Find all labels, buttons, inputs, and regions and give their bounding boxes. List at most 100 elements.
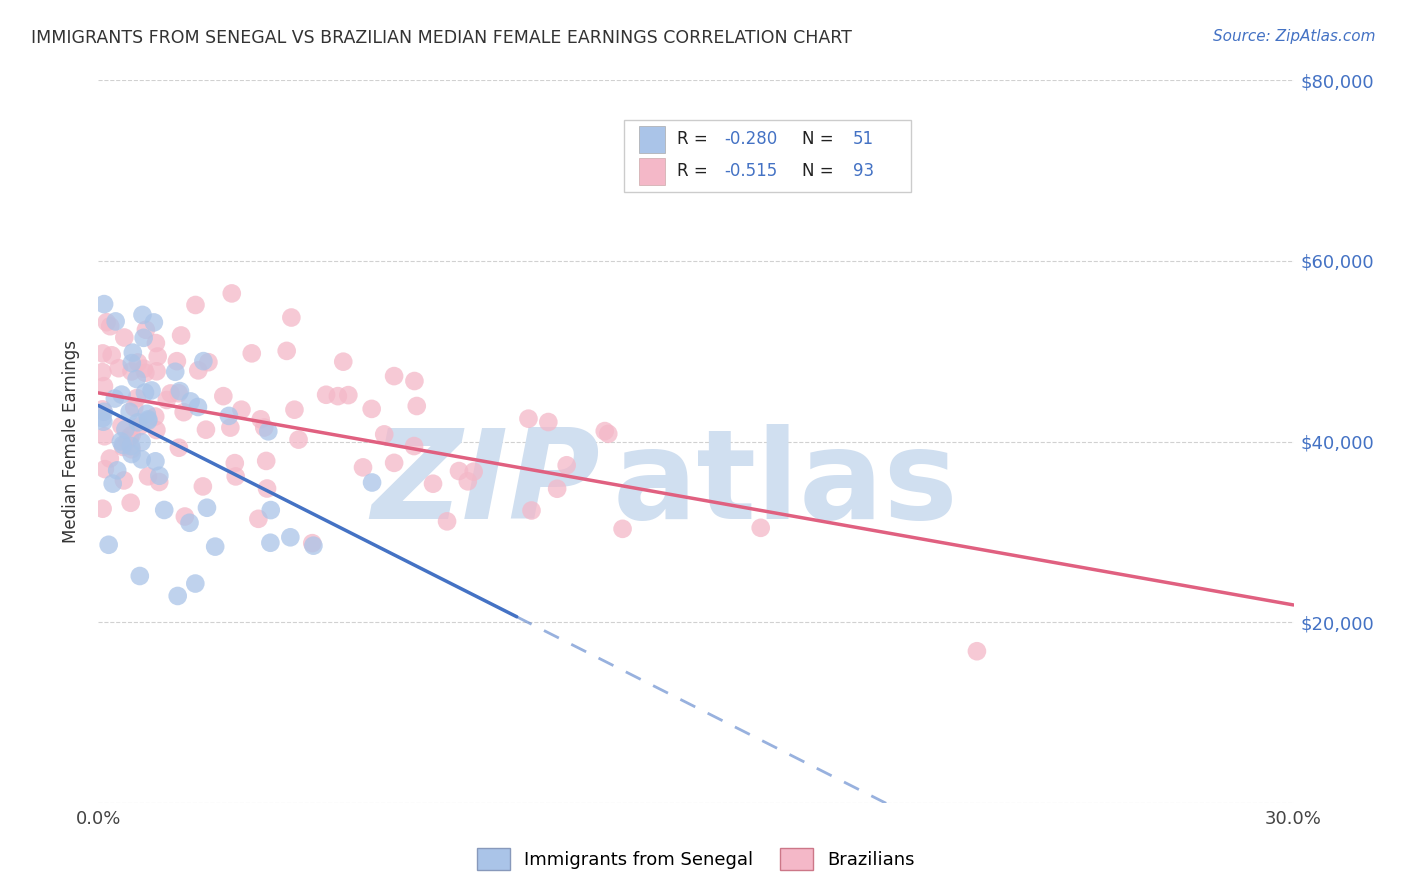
- Point: [253, 420, 276, 434]
- Point: [131, 308, 153, 322]
- Point: [131, 435, 153, 450]
- Point: [134, 385, 156, 400]
- Point: [142, 315, 165, 329]
- Point: [93, 379, 115, 393]
- Point: [256, 482, 278, 496]
- Point: [128, 419, 150, 434]
- Text: N =: N =: [803, 130, 839, 148]
- Point: [204, 540, 226, 554]
- Point: [382, 369, 405, 384]
- Point: [97, 538, 120, 552]
- Point: [187, 363, 209, 377]
- Point: [125, 372, 148, 386]
- Point: [254, 454, 277, 468]
- Point: [352, 460, 374, 475]
- Point: [193, 354, 215, 368]
- Text: 51: 51: [852, 130, 873, 148]
- Point: [447, 464, 470, 478]
- Point: [337, 388, 360, 402]
- Point: [225, 469, 247, 483]
- Point: [457, 475, 479, 489]
- Text: Source: ZipAtlas.com: Source: ZipAtlas.com: [1212, 29, 1375, 45]
- Point: [195, 500, 218, 515]
- Point: [219, 420, 242, 434]
- Text: N =: N =: [803, 161, 839, 179]
- Point: [221, 286, 243, 301]
- Point: [187, 400, 209, 414]
- Point: [360, 401, 382, 416]
- Point: [212, 389, 235, 403]
- Point: [276, 343, 298, 358]
- Point: [136, 469, 159, 483]
- Point: [93, 297, 115, 311]
- Point: [966, 644, 988, 658]
- Point: [315, 388, 337, 402]
- Point: [107, 361, 129, 376]
- Point: [131, 452, 153, 467]
- Point: [91, 402, 114, 417]
- Point: [136, 414, 159, 428]
- Point: [167, 441, 190, 455]
- Point: [136, 412, 159, 426]
- Point: [179, 516, 201, 530]
- Point: [170, 328, 193, 343]
- Point: [180, 394, 202, 409]
- Point: [91, 365, 114, 379]
- Point: [555, 458, 578, 473]
- Point: [124, 401, 146, 415]
- Point: [93, 405, 115, 419]
- Point: [373, 427, 395, 442]
- Point: [148, 475, 170, 489]
- Legend: Immigrants from Senegal, Brazilians: Immigrants from Senegal, Brazilians: [470, 840, 922, 877]
- Point: [105, 463, 128, 477]
- Point: [111, 438, 134, 452]
- Point: [165, 365, 187, 379]
- Text: R =: R =: [676, 161, 713, 179]
- Point: [166, 354, 188, 368]
- Text: R =: R =: [676, 130, 713, 148]
- Point: [146, 350, 169, 364]
- Point: [104, 392, 127, 406]
- Point: [404, 439, 426, 453]
- Point: [111, 440, 134, 454]
- Bar: [638, 126, 665, 153]
- Point: [184, 298, 207, 312]
- Point: [240, 346, 263, 360]
- Point: [145, 336, 167, 351]
- Point: [101, 476, 124, 491]
- Point: [143, 409, 166, 424]
- Point: [404, 374, 426, 388]
- Point: [112, 330, 135, 344]
- Point: [326, 389, 349, 403]
- Bar: [638, 158, 665, 185]
- Point: [520, 503, 543, 517]
- Point: [121, 345, 143, 359]
- Text: ZIP: ZIP: [371, 425, 600, 545]
- Point: [91, 411, 114, 425]
- Point: [173, 405, 195, 419]
- Point: [280, 530, 302, 544]
- Point: [153, 503, 176, 517]
- Point: [361, 475, 384, 490]
- Point: [112, 474, 135, 488]
- Point: [141, 384, 163, 398]
- Point: [96, 315, 118, 329]
- Text: 93: 93: [852, 161, 873, 179]
- Point: [145, 423, 167, 437]
- Point: [110, 387, 132, 401]
- Point: [249, 412, 271, 426]
- Point: [91, 346, 114, 360]
- Point: [167, 386, 190, 401]
- Point: [194, 423, 217, 437]
- Point: [145, 454, 167, 468]
- Point: [422, 476, 444, 491]
- Point: [259, 535, 281, 549]
- Point: [98, 319, 121, 334]
- Point: [463, 465, 485, 479]
- Point: [110, 418, 132, 433]
- Point: [231, 402, 253, 417]
- Point: [118, 405, 141, 419]
- Point: [224, 456, 246, 470]
- Point: [132, 361, 155, 376]
- Text: -0.515: -0.515: [724, 161, 778, 179]
